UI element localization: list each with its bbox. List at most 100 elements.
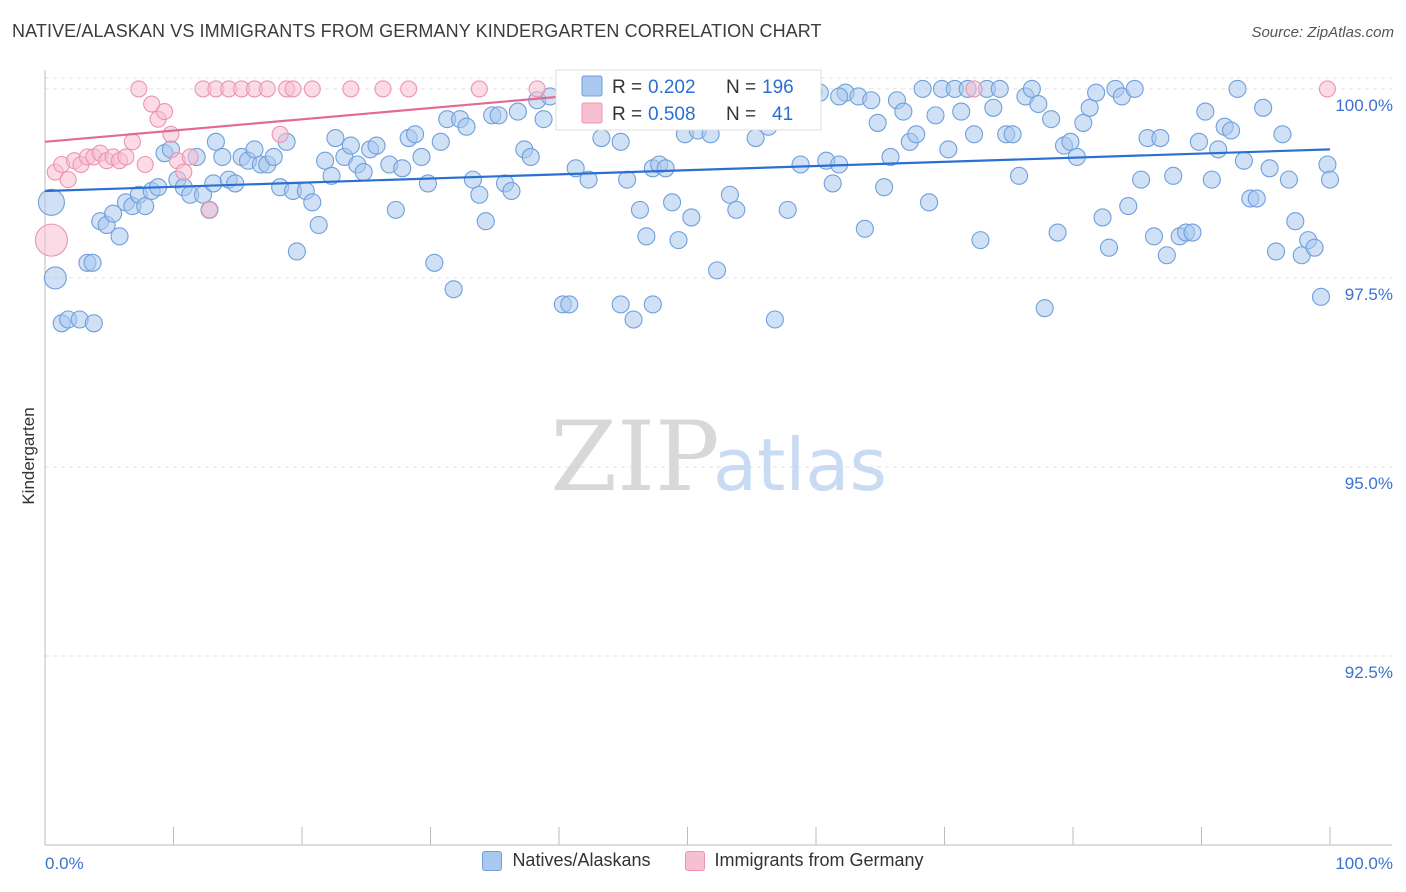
native-point	[309, 215, 328, 235]
stats-n-label-germany: N =	[726, 104, 756, 125]
legend: Natives/Alaskans Immigrants from Germany	[0, 850, 1406, 871]
native-point	[1144, 227, 1164, 246]
native-point	[245, 140, 264, 159]
native-point	[444, 280, 463, 299]
native-point	[965, 125, 984, 144]
native-point	[907, 125, 926, 144]
native-point	[1279, 170, 1298, 189]
native-point	[37, 188, 65, 216]
native-point	[637, 227, 656, 246]
germany-point	[123, 133, 141, 151]
native-point	[1157, 246, 1176, 265]
germany-point	[200, 201, 219, 219]
native-point	[1196, 102, 1215, 121]
watermark-atlas: atlas	[713, 423, 887, 507]
x-tick-label: 100.0%	[1335, 854, 1393, 873]
native-point	[939, 140, 958, 159]
stats-r-label-natives: R =	[612, 77, 642, 98]
germany-point	[1318, 80, 1336, 98]
germany-point	[965, 80, 983, 98]
germany-point	[162, 125, 180, 143]
native-point	[1119, 197, 1138, 216]
germany-point	[284, 80, 302, 98]
native-point	[367, 136, 386, 155]
native-point	[592, 128, 611, 148]
native-point	[611, 295, 630, 314]
native-point	[1286, 212, 1305, 231]
native-point	[791, 155, 810, 174]
native-point	[875, 178, 894, 197]
stats-n-value-germany: 41	[772, 104, 793, 125]
native-point	[1318, 155, 1337, 174]
native-point	[1305, 238, 1324, 257]
native-point	[1061, 132, 1080, 151]
native-point	[1311, 287, 1331, 306]
native-point	[624, 310, 643, 329]
native-point	[971, 231, 990, 250]
stats-legend: R = 0.202 N = 196 R = 0.508 N = 41	[555, 69, 822, 131]
germany-point	[175, 163, 193, 181]
germany-point	[155, 103, 174, 121]
native-point	[1260, 159, 1279, 178]
native-point	[611, 132, 630, 151]
native-point	[830, 87, 849, 106]
native-point	[322, 166, 341, 185]
native-point	[1228, 79, 1247, 98]
legend-item-natives[interactable]: Natives/Alaskans	[482, 850, 651, 871]
native-point	[984, 98, 1003, 117]
germany-point	[258, 80, 276, 98]
native-point	[463, 170, 482, 189]
native-point	[1273, 125, 1292, 144]
germany-point	[34, 223, 68, 257]
native-point	[855, 219, 874, 238]
germany-point	[130, 80, 148, 98]
native-point	[83, 253, 102, 272]
native-point	[206, 132, 225, 151]
source-label: Source: ZipAtlas.com	[1251, 24, 1394, 41]
native-point	[425, 253, 444, 272]
native-point	[508, 102, 527, 121]
native-point	[920, 193, 939, 212]
native-point	[682, 208, 701, 227]
native-point	[1266, 242, 1286, 261]
native-point	[720, 185, 739, 204]
native-point	[1151, 128, 1170, 148]
native-point	[1202, 170, 1221, 189]
native-point	[1035, 299, 1054, 318]
germany-point	[400, 80, 418, 98]
native-point	[1164, 166, 1183, 185]
native-point	[862, 91, 881, 110]
native-point	[1183, 223, 1202, 242]
native-point	[264, 147, 283, 167]
native-point	[287, 242, 306, 261]
native-point	[778, 200, 797, 219]
legend-item-germany[interactable]: Immigrants from Germany	[684, 850, 924, 871]
native-point	[579, 170, 598, 189]
native-point	[1003, 125, 1022, 144]
native-point	[326, 128, 345, 148]
germany-point	[342, 80, 360, 98]
native-point	[386, 200, 405, 219]
germany-point	[117, 148, 135, 166]
native-point	[84, 314, 103, 333]
y-tick-label: 92.5%	[1345, 663, 1393, 682]
stats-r-label-germany: R =	[612, 104, 642, 125]
native-point	[412, 147, 431, 167]
stats-swatch-germany	[581, 102, 603, 124]
native-point	[43, 266, 67, 290]
native-point	[1087, 83, 1106, 102]
native-point	[566, 159, 585, 178]
axes: 100.0% 97.5% 95.0% 92.5% 0.0% 100.0%	[44, 70, 1393, 873]
native-point	[136, 197, 155, 216]
legend-label-germany: Immigrants from Germany	[714, 850, 924, 870]
native-point	[303, 193, 322, 212]
native-point	[1222, 121, 1241, 140]
watermark-zip: ZIP	[550, 401, 719, 513]
x-tick-label: 0.0%	[45, 854, 84, 873]
native-point	[406, 125, 425, 144]
native-point	[502, 181, 521, 201]
native-point	[669, 231, 688, 250]
trend-lines	[44, 90, 1331, 193]
native-point	[393, 159, 412, 178]
legend-swatch-germany	[684, 850, 705, 871]
